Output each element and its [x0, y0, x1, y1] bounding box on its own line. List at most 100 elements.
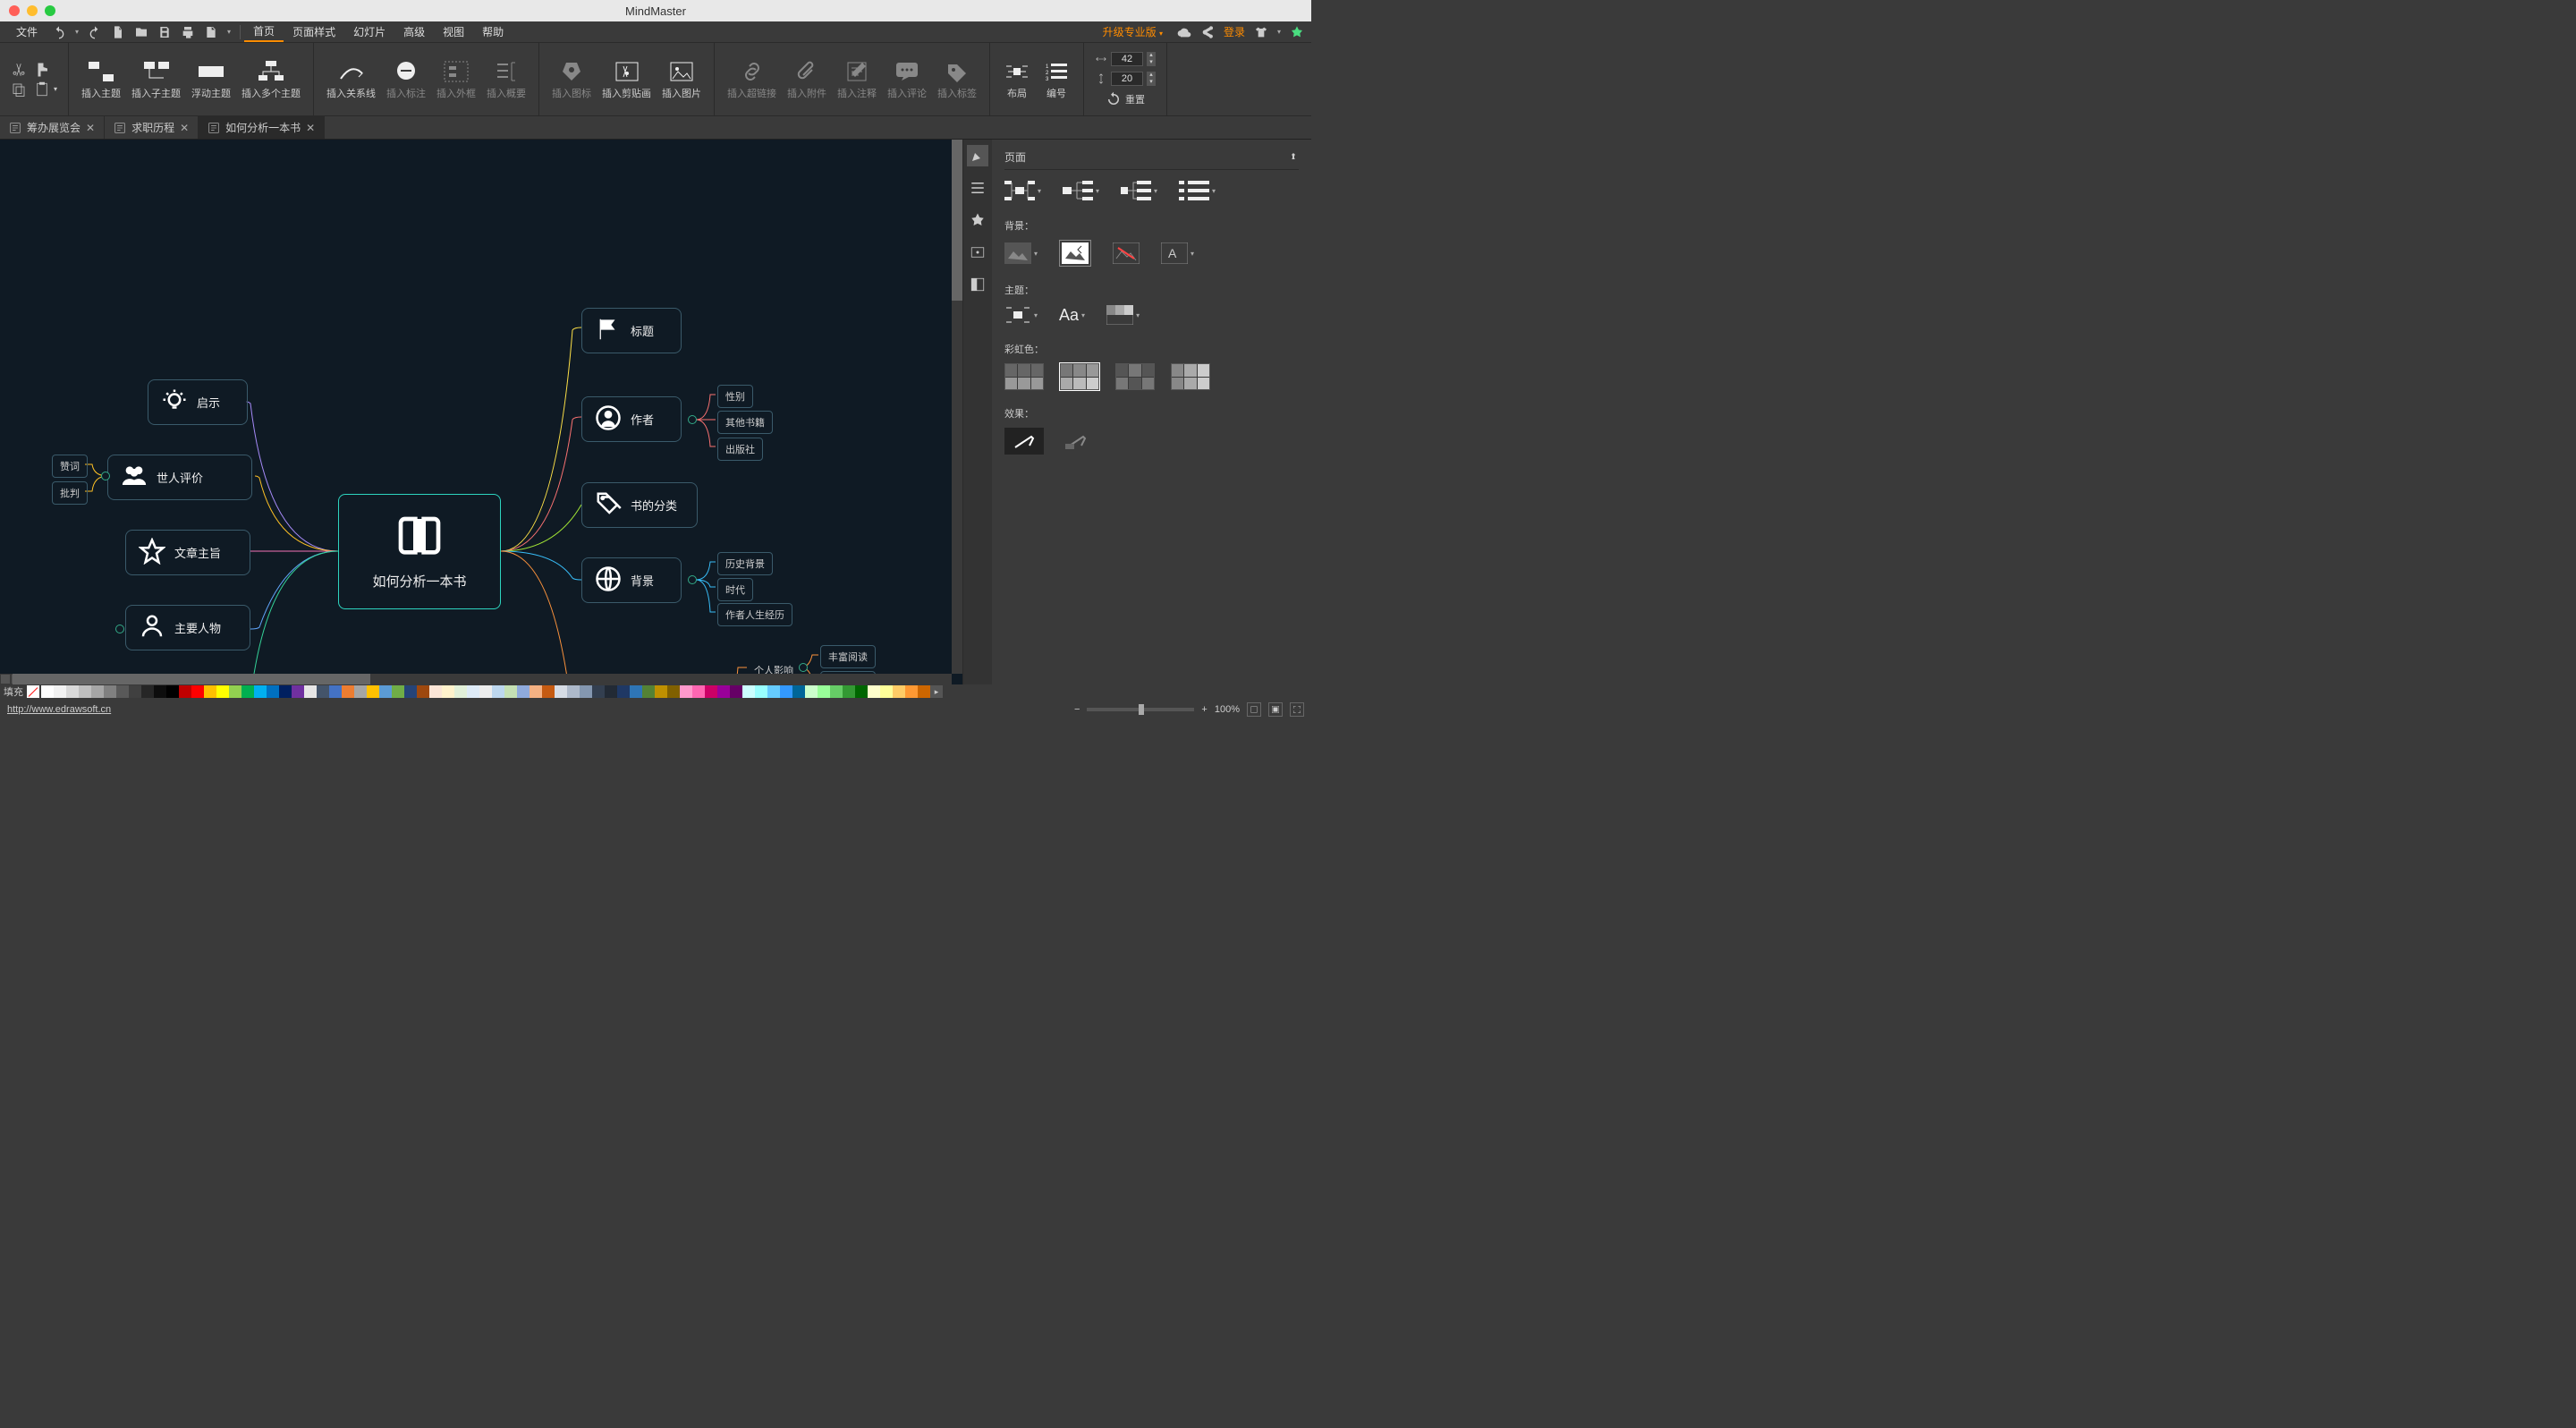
reset-button[interactable]: 重置: [1102, 89, 1148, 109]
insert-topic-button[interactable]: 插入主题: [76, 55, 126, 104]
fit-width-button[interactable]: [1268, 702, 1283, 717]
mm-leaf[interactable]: 出版社: [717, 438, 763, 461]
color-swatch[interactable]: [354, 685, 367, 698]
color-swatch[interactable]: [129, 685, 141, 698]
theme-color-option[interactable]: ▾: [1106, 305, 1140, 325]
color-swatch[interactable]: [667, 685, 680, 698]
layout-opt-radial[interactable]: ▾: [1004, 179, 1041, 202]
color-swatch[interactable]: [818, 685, 830, 698]
color-swatch[interactable]: [417, 685, 429, 698]
theme-font-option[interactable]: Aa▾: [1059, 306, 1085, 325]
mm-leaf[interactable]: 其他书籍: [717, 411, 773, 434]
color-swatch[interactable]: [630, 685, 642, 698]
topic-height-input[interactable]: [1111, 72, 1143, 86]
tab-1[interactable]: 求职历程✕: [105, 116, 199, 139]
color-swatch[interactable]: [166, 685, 179, 698]
pin-icon[interactable]: [1288, 152, 1299, 163]
color-swatch[interactable]: [868, 685, 880, 698]
color-swatch[interactable]: [91, 685, 104, 698]
theme-template-option[interactable]: ▾: [1004, 304, 1038, 326]
color-swatch[interactable]: [605, 685, 617, 698]
color-swatch[interactable]: [41, 685, 54, 698]
color-swatch[interactable]: [79, 685, 91, 698]
upgrade-button[interactable]: 升级专业版 ▾: [1097, 24, 1168, 39]
topic-width-input[interactable]: [1111, 52, 1143, 66]
bg-color-option[interactable]: ▾: [1004, 242, 1038, 264]
paste-button[interactable]: ▾: [34, 81, 57, 98]
mm-leaf[interactable]: 历史背景: [717, 552, 773, 575]
menu-help[interactable]: 帮助: [473, 21, 513, 42]
color-swatch[interactable]: [843, 685, 855, 698]
expander-icon[interactable]: [688, 575, 697, 584]
insert-summary-button[interactable]: 插入概要: [481, 55, 531, 104]
expander-icon[interactable]: [115, 625, 124, 633]
side-tab-outline[interactable]: [967, 177, 988, 199]
numbering-button[interactable]: 123编号: [1037, 55, 1076, 104]
colorstrip-more[interactable]: ▸: [930, 685, 943, 698]
insert-boundary-button[interactable]: 插入外框: [431, 55, 481, 104]
expander-icon[interactable]: [688, 415, 697, 424]
color-swatch[interactable]: [592, 685, 605, 698]
color-swatch[interactable]: [229, 685, 242, 698]
layout-opt-tree[interactable]: ▾: [1121, 179, 1157, 202]
cut-button[interactable]: [11, 62, 27, 78]
tab-0[interactable]: 筹办展览会✕: [0, 116, 105, 139]
color-swatch[interactable]: [367, 685, 379, 698]
rainbow-swatch[interactable]: [1004, 363, 1044, 390]
open-icon[interactable]: [134, 25, 148, 39]
status-url[interactable]: http://www.edrawsoft.cn: [7, 704, 111, 715]
insert-subtopic-button[interactable]: 插入子主题: [126, 55, 186, 104]
mm-node-left-1[interactable]: 世人评价: [107, 455, 252, 500]
no-fill-swatch[interactable]: [27, 685, 39, 698]
color-swatch[interactable]: [204, 685, 216, 698]
zoom-window-icon[interactable]: [45, 5, 55, 16]
tshirt-icon[interactable]: [1254, 25, 1268, 39]
print-icon[interactable]: [181, 25, 195, 39]
layout-opt-list[interactable]: ▾: [1179, 179, 1216, 202]
menu-advanced[interactable]: 高级: [394, 21, 434, 42]
color-swatch[interactable]: [792, 685, 805, 698]
menu-view[interactable]: 视图: [434, 21, 473, 42]
floating-topic-button[interactable]: 浮动主题: [186, 55, 236, 104]
color-swatch[interactable]: [517, 685, 530, 698]
mm-node-right-3[interactable]: 背景: [581, 557, 682, 603]
color-swatch[interactable]: [342, 685, 354, 698]
color-swatch[interactable]: [680, 685, 692, 698]
color-swatch[interactable]: [479, 685, 492, 698]
mm-leaf[interactable]: 性别: [717, 385, 753, 408]
layout-button[interactable]: 布局: [997, 55, 1037, 104]
side-tab-theme[interactable]: [967, 274, 988, 295]
mm-leaf[interactable]: 批判: [52, 481, 88, 505]
color-swatch[interactable]: [918, 685, 930, 698]
side-tab-clipart[interactable]: [967, 242, 988, 263]
fit-page-button[interactable]: [1247, 702, 1261, 717]
side-tab-format[interactable]: [967, 145, 988, 166]
expander-icon[interactable]: [101, 472, 110, 480]
color-swatch[interactable]: [329, 685, 342, 698]
close-window-icon[interactable]: [9, 5, 20, 16]
mm-node-right-2[interactable]: 书的分类: [581, 482, 698, 528]
color-swatch[interactable]: [893, 685, 905, 698]
mm-leaf[interactable]: 赞词: [52, 455, 88, 478]
color-swatch[interactable]: [141, 685, 154, 698]
color-swatch[interactable]: [404, 685, 417, 698]
color-swatch[interactable]: [116, 685, 129, 698]
color-swatch[interactable]: [279, 685, 292, 698]
close-icon[interactable]: ✕: [180, 122, 189, 134]
color-swatch[interactable]: [580, 685, 592, 698]
export-icon[interactable]: [204, 25, 218, 39]
effect-handdrawn-option[interactable]: [1004, 428, 1044, 455]
color-swatch[interactable]: [742, 685, 755, 698]
color-swatch[interactable]: [454, 685, 467, 698]
color-swatch[interactable]: [254, 685, 267, 698]
redo-icon[interactable]: [88, 25, 102, 39]
horizontal-scrollbar[interactable]: [0, 674, 952, 684]
expander-icon[interactable]: [799, 663, 808, 672]
color-swatch[interactable]: [392, 685, 404, 698]
color-swatch[interactable]: [504, 685, 517, 698]
share-icon[interactable]: [1200, 25, 1215, 39]
tshirt-dropdown[interactable]: ▾: [1277, 28, 1281, 36]
effect-shadow-option[interactable]: [1065, 433, 1087, 449]
color-swatch[interactable]: [179, 685, 191, 698]
mm-node-right-1[interactable]: 作者: [581, 396, 682, 442]
